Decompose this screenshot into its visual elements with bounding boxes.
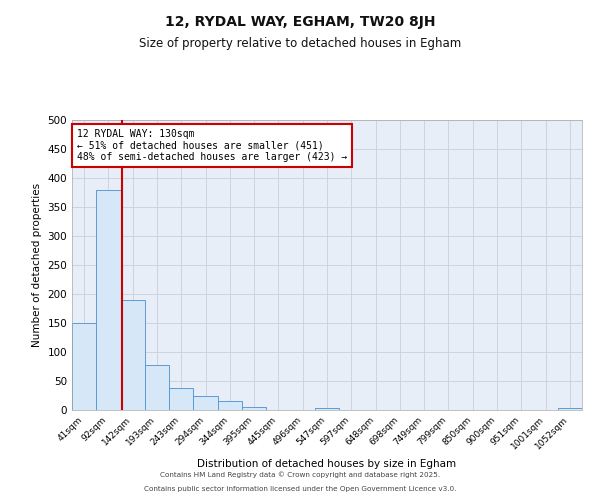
- Bar: [145, 366, 169, 410]
- Bar: [242, 406, 266, 410]
- Bar: [315, 408, 339, 410]
- X-axis label: Distribution of detached houses by size in Egham: Distribution of detached houses by size …: [197, 460, 457, 469]
- Bar: [96, 190, 121, 410]
- Text: Contains HM Land Registry data © Crown copyright and database right 2025.: Contains HM Land Registry data © Crown c…: [160, 471, 440, 478]
- Bar: [193, 396, 218, 410]
- Bar: [72, 323, 96, 410]
- Text: Size of property relative to detached houses in Egham: Size of property relative to detached ho…: [139, 38, 461, 51]
- Bar: [121, 300, 145, 410]
- Text: 12, RYDAL WAY, EGHAM, TW20 8JH: 12, RYDAL WAY, EGHAM, TW20 8JH: [165, 15, 435, 29]
- Text: Contains public sector information licensed under the Open Government Licence v3: Contains public sector information licen…: [144, 486, 456, 492]
- Bar: [558, 408, 582, 410]
- Bar: [218, 402, 242, 410]
- Bar: [169, 388, 193, 410]
- Text: 12 RYDAL WAY: 130sqm
← 51% of detached houses are smaller (451)
48% of semi-deta: 12 RYDAL WAY: 130sqm ← 51% of detached h…: [77, 128, 347, 162]
- Y-axis label: Number of detached properties: Number of detached properties: [32, 183, 42, 347]
